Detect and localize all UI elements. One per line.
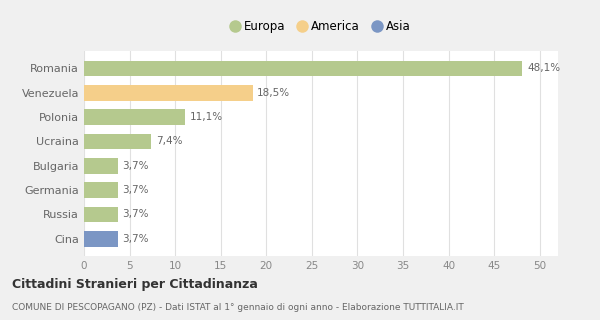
Text: 7,4%: 7,4% [156, 136, 182, 147]
Bar [84, 85, 253, 101]
Bar [84, 133, 151, 149]
Text: 11,1%: 11,1% [190, 112, 223, 122]
Bar [84, 158, 118, 174]
Text: 3,7%: 3,7% [122, 234, 149, 244]
Legend: Europa, America, Asia: Europa, America, Asia [228, 16, 414, 36]
Text: Cittadini Stranieri per Cittadinanza: Cittadini Stranieri per Cittadinanza [12, 278, 258, 291]
Text: 3,7%: 3,7% [122, 185, 149, 195]
Text: 3,7%: 3,7% [122, 210, 149, 220]
Bar [84, 206, 118, 222]
Text: COMUNE DI PESCOPAGANO (PZ) - Dati ISTAT al 1° gennaio di ogni anno - Elaborazion: COMUNE DI PESCOPAGANO (PZ) - Dati ISTAT … [12, 303, 464, 312]
Text: 3,7%: 3,7% [122, 161, 149, 171]
Text: 48,1%: 48,1% [527, 63, 560, 73]
Bar [84, 231, 118, 247]
Bar [84, 182, 118, 198]
Text: 18,5%: 18,5% [257, 88, 290, 98]
Bar [84, 60, 523, 76]
Bar [84, 109, 185, 125]
